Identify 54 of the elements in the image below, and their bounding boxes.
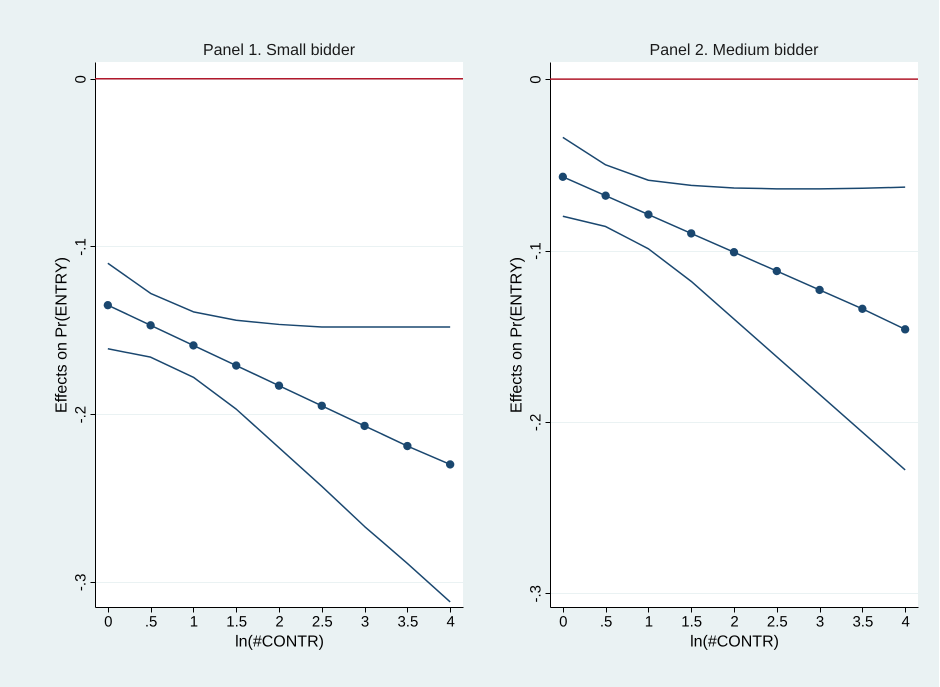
point <box>446 460 454 469</box>
x-tick-label: 0 <box>104 614 113 630</box>
point <box>900 325 910 334</box>
x-tick-label: 3.5 <box>852 614 874 630</box>
x-tick-label: 1 <box>190 614 198 630</box>
point <box>318 402 326 410</box>
y-tick-label: -.2 <box>528 414 544 432</box>
x-tick-label: 3.5 <box>397 614 418 630</box>
x-tick-label: 1.5 <box>681 614 702 630</box>
point <box>687 229 696 238</box>
point <box>858 304 867 313</box>
x-tick-label: 0 <box>559 614 568 630</box>
point <box>644 210 653 219</box>
line-series <box>562 215 906 471</box>
point <box>730 248 738 256</box>
point <box>104 300 112 310</box>
x-axis-title: ln(#CONTR) <box>235 634 324 650</box>
y-axis-title: Effects on Pr(ENTRY) <box>54 257 70 413</box>
point <box>189 341 198 350</box>
point <box>146 321 155 330</box>
y-tick-label: 0 <box>528 75 544 84</box>
chart-title: Panel 1. Small bidder <box>202 42 356 59</box>
line-series <box>107 348 451 603</box>
x-axis-title: ln(#CONTR) <box>690 634 779 650</box>
y-tick-label: -.3 <box>528 585 544 603</box>
point <box>232 361 240 370</box>
y-axis-title: Effects on Pr(ENTRY) <box>508 257 526 413</box>
y-tick-label: -.3 <box>72 574 90 592</box>
x-tick-label: .5 <box>600 614 612 630</box>
x-tick-label: 3 <box>816 614 824 630</box>
point <box>815 286 824 294</box>
x-tick-label: 2 <box>275 614 284 630</box>
x-tick-label: 2.5 <box>766 614 788 630</box>
point <box>558 172 568 181</box>
y-tick-label: -.2 <box>72 406 90 424</box>
point <box>274 381 284 390</box>
point <box>403 442 412 450</box>
x-tick-label: 4 <box>446 614 455 630</box>
point <box>772 266 781 276</box>
chart-title: Panel 2. Medium bidder <box>650 42 820 59</box>
x-tick-label: 4 <box>901 614 910 630</box>
x-tick-label: 1 <box>644 614 654 630</box>
line-series <box>562 136 906 190</box>
y-tick-label: -.1 <box>72 238 90 256</box>
line-series <box>107 262 451 328</box>
x-tick-label: 1.5 <box>226 614 248 630</box>
x-tick-label: 2 <box>730 614 739 630</box>
point <box>601 192 610 200</box>
x-tick-label: 2.5 <box>312 614 333 630</box>
y-tick-label: -.1 <box>528 242 544 260</box>
x-tick-label: .5 <box>144 614 158 630</box>
y-tick-label: 0 <box>72 75 90 84</box>
x-tick-label: 3 <box>360 614 370 630</box>
point <box>360 422 369 430</box>
